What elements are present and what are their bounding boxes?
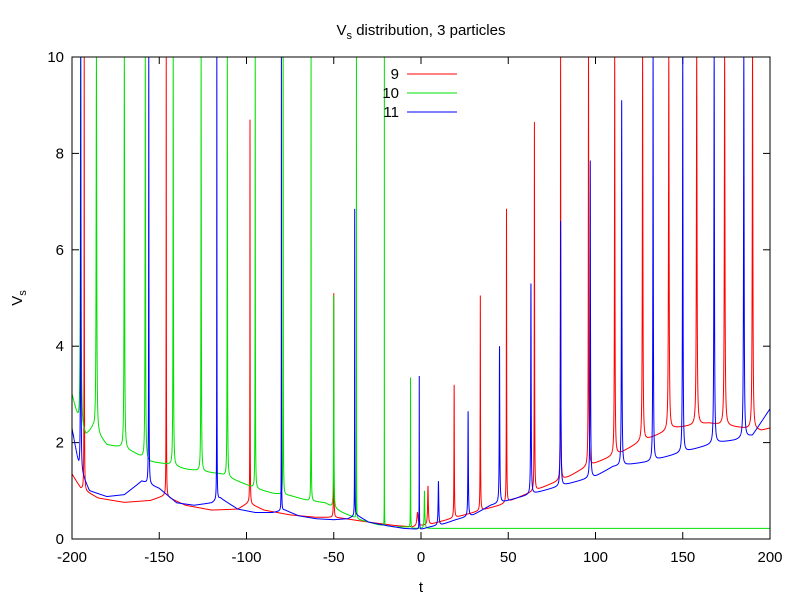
x-tick-label: -50 bbox=[323, 549, 345, 566]
x-tick-label: 150 bbox=[670, 549, 695, 566]
x-tick-label: 0 bbox=[417, 549, 425, 566]
x-axis-label: t bbox=[419, 579, 424, 596]
chart-title: Vs distribution, 3 particles bbox=[337, 22, 506, 42]
x-tick-label: 100 bbox=[583, 549, 608, 566]
y-tick-label: 8 bbox=[56, 145, 64, 162]
chart-title-rest: distribution, 3 particles bbox=[352, 22, 505, 39]
series-line-9 bbox=[72, 57, 770, 528]
legend-label: 10 bbox=[382, 85, 399, 102]
x-tick-label: -100 bbox=[231, 549, 261, 566]
legend: 9 10 11 bbox=[382, 66, 457, 121]
legend-label: 9 bbox=[391, 66, 399, 83]
x-tick-label: 200 bbox=[757, 549, 782, 566]
y-axis-label: Vs bbox=[9, 290, 29, 306]
y-tick-label: 6 bbox=[56, 242, 64, 259]
y-axis-label-sub: s bbox=[17, 290, 29, 296]
chart-title-sub: s bbox=[347, 30, 353, 42]
x-tick-label: 50 bbox=[500, 549, 517, 566]
x-tick-label: -150 bbox=[144, 549, 174, 566]
tick-labels: -200 -150 -100 -50 0 50 100 150 200 0 2 4 6 8 10 bbox=[47, 49, 782, 566]
axis-ticks bbox=[71, 56, 771, 540]
y-tick-label: 2 bbox=[56, 435, 64, 452]
series-line-11 bbox=[72, 57, 770, 530]
x-tick-label: -200 bbox=[57, 549, 87, 566]
plot-frame bbox=[71, 56, 771, 540]
series-layer bbox=[72, 57, 770, 530]
chart-title-main: V bbox=[337, 22, 347, 39]
legend-label: 11 bbox=[383, 104, 399, 121]
series-line-10 bbox=[72, 57, 770, 529]
y-tick-label: 4 bbox=[56, 338, 64, 355]
y-axis-label-main: V bbox=[9, 296, 26, 306]
y-tick-label: 10 bbox=[47, 49, 64, 66]
y-tick-label: 0 bbox=[56, 531, 64, 548]
